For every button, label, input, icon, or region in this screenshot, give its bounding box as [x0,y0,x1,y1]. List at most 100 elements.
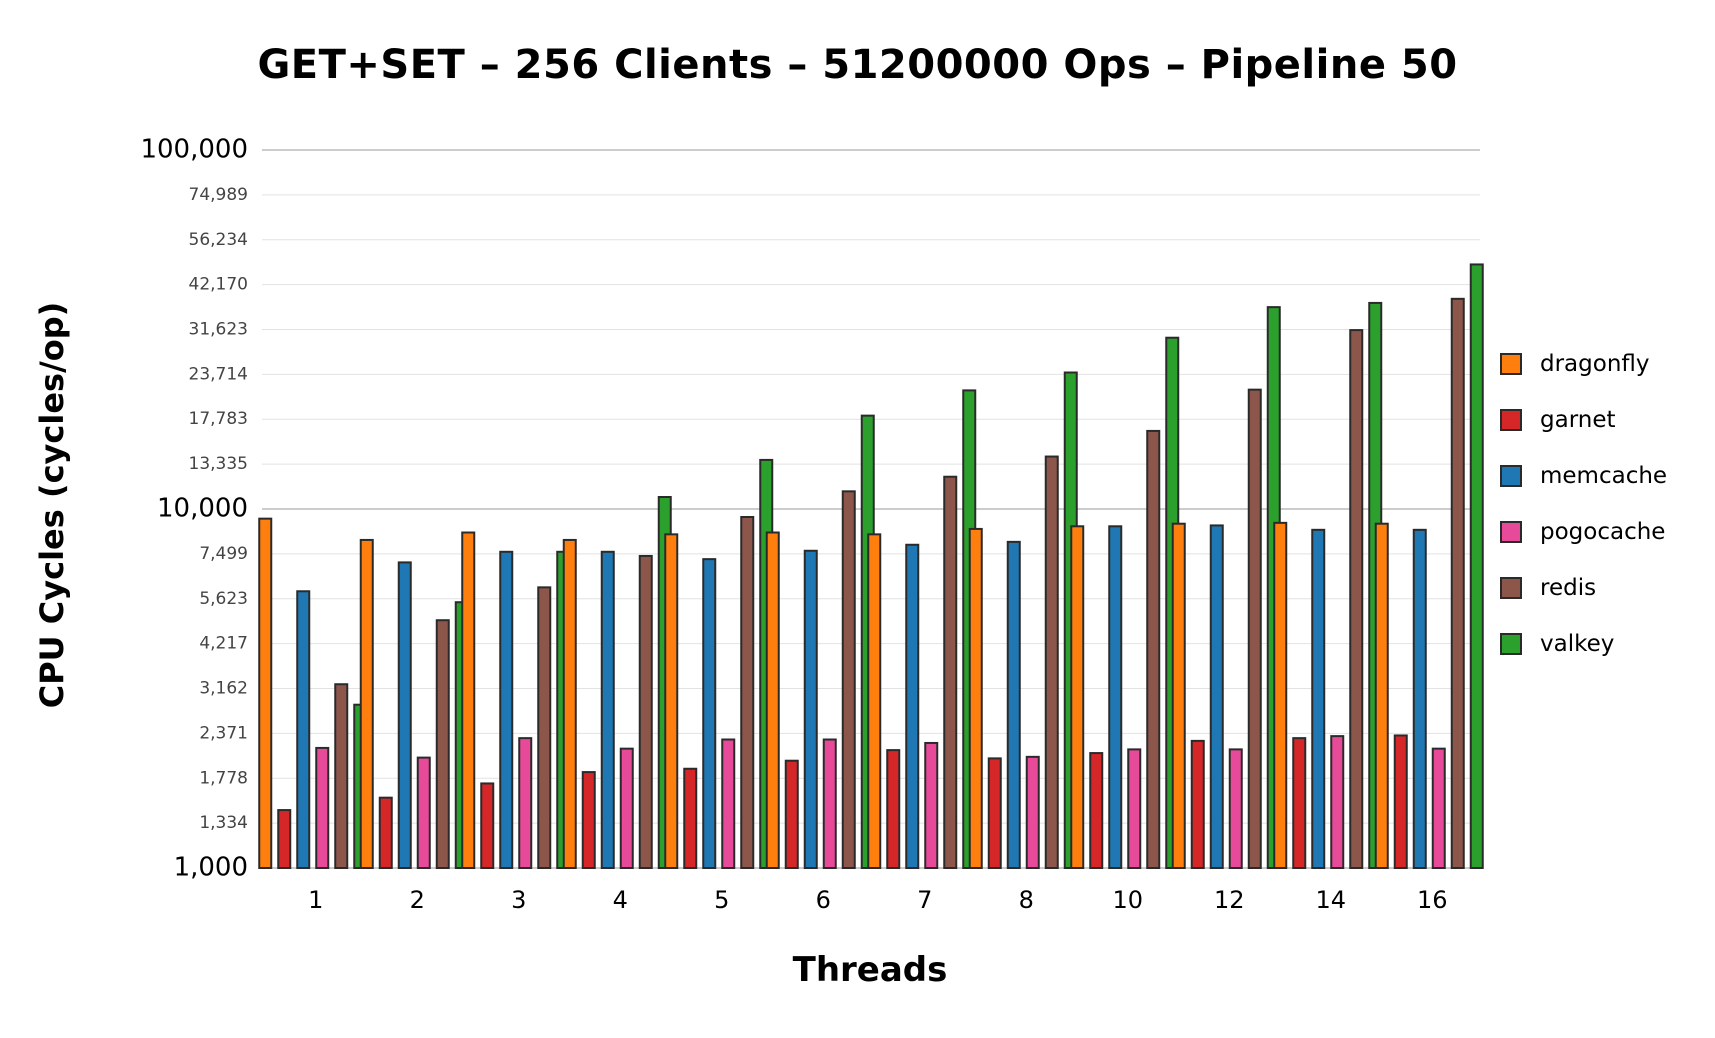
bar-memcache [1311,528,1326,869]
bar-dragonfly [968,527,983,869]
legend-swatch [1500,465,1522,487]
bar-pogocache [721,738,736,870]
bar-memcache [1209,524,1224,869]
bar-garnet [784,759,799,869]
y-tick-label: 31,623 [189,319,248,339]
bar-pogocache [1025,755,1040,869]
bar-dragonfly [867,533,882,870]
y-tick-label: 5,623 [199,589,248,609]
chart-title: GET+SET – 256 Clients – 51200000 Ops – P… [257,42,1458,88]
x-tick-label: 10 [1112,886,1143,914]
bar-dragonfly [359,538,374,870]
bar-garnet [1393,734,1408,869]
x-tick-label: 6 [816,886,831,914]
y-tick-label: 7,499 [199,544,248,564]
y-tick-label: 23,714 [189,364,248,384]
legend-swatch [1500,409,1522,431]
bar-garnet [1292,737,1307,869]
y-tick-label: 10,000 [157,494,248,524]
bar-pogocache [924,741,939,869]
bar-dragonfly [461,531,476,870]
bar-memcache [803,549,818,870]
y-tick-label: 2,371 [199,723,248,743]
bar-valkey [1469,263,1484,869]
x-axis-ticks: 1 2 3 4 5 6 7 8 10 12 14 16 [308,886,1447,914]
bar-pogocache [416,756,431,870]
bar-garnet [581,771,596,869]
legend-item-valkey: valkey [1500,630,1700,660]
bar-memcache [1412,528,1427,869]
bar-memcache [905,543,920,869]
bar-dragonfly [258,517,273,869]
legend-item-pogocache: pogocache [1500,518,1700,548]
legend-swatch [1500,521,1522,543]
x-tick-label: 16 [1417,886,1448,914]
bar-pogocache [1431,747,1446,870]
bar-garnet [277,809,292,870]
bar-dragonfly [1273,521,1288,870]
y-tick-label: 1,778 [199,768,248,788]
bar-pogocache [1127,748,1142,870]
legend-item-garnet: garnet [1500,406,1700,436]
y-tick-label: 1,000 [174,853,248,883]
y-tick-label: 1,334 [199,813,248,833]
legend-label: garnet [1540,407,1616,433]
y-axis-label-text: CPU Cycles (cycles/op) [33,301,71,709]
legend-label: dragonfly [1540,351,1650,377]
bar-dragonfly [1374,522,1389,870]
bar-dragonfly [1171,522,1186,870]
bar-memcache [702,558,717,870]
legend-item-redis: redis [1500,574,1700,604]
legend-swatch [1500,353,1522,375]
bar-redis [943,475,958,869]
legend-item-dragonfly: dragonfly [1500,350,1700,380]
bar-garnet [987,757,1002,869]
bar-pogocache [822,738,837,870]
legend-swatch [1500,633,1522,655]
bar-redis [435,619,450,869]
x-tick-label: 7 [917,886,932,914]
x-tick-label: 3 [511,886,526,914]
legend-swatch [1500,577,1522,599]
bar-dragonfly [1070,525,1085,869]
bar-redis [334,683,349,870]
x-tick-label: 12 [1214,886,1245,914]
y-tick-label: 56,234 [189,230,248,250]
bar-memcache [499,550,514,869]
y-tick-label: 3,162 [199,679,248,699]
bar-redis [537,586,552,869]
legend-item-memcache: memcache [1500,462,1700,492]
y-tick-label: 13,335 [189,454,248,474]
bar-redis [1450,297,1465,870]
bar-redis [1044,455,1059,869]
legend-label: pogocache [1540,519,1666,545]
bar-garnet [480,782,495,870]
bar-memcache [600,550,615,869]
bar-garnet [1190,739,1205,869]
y-tick-label: 4,217 [199,634,248,654]
bar-redis [1349,329,1364,869]
bar-garnet [683,767,698,869]
bar-memcache [296,590,311,869]
bar-memcache [397,561,412,869]
x-tick-label: 8 [1019,886,1034,914]
y-axis-ticks: 1,000 1,334 1,778 2,371 3,162 4,217 5,623 7,499… [140,135,248,883]
bar-redis [841,490,856,869]
bar-garnet [378,796,393,869]
bars [258,263,1484,870]
x-axis-label: Threads [792,950,948,990]
x-tick-label: 5 [714,886,729,914]
bar-redis [638,554,653,869]
bar-dragonfly [765,531,780,870]
bar-pogocache [518,737,533,869]
legend-label: valkey [1540,631,1615,657]
bar-garnet [1089,752,1104,870]
bar-dragonfly [562,538,577,870]
x-tick-label: 4 [613,886,628,914]
y-tick-label: 74,989 [189,185,248,205]
bar-memcache [1006,540,1021,869]
bar-redis [1247,388,1262,869]
bar-pogocache [1330,735,1345,869]
y-tick-label: 42,170 [189,275,248,295]
